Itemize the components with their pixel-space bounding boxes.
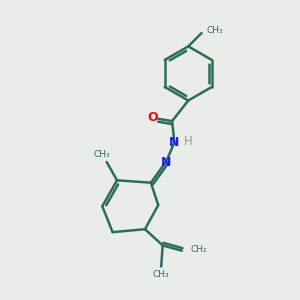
Text: N: N bbox=[160, 156, 171, 169]
Text: CH₃: CH₃ bbox=[207, 26, 224, 35]
Text: CH₃: CH₃ bbox=[94, 150, 111, 159]
Text: CH₃: CH₃ bbox=[153, 270, 169, 279]
Text: CH₂: CH₂ bbox=[190, 245, 207, 254]
Text: H: H bbox=[184, 135, 193, 148]
Text: N: N bbox=[169, 136, 180, 149]
Text: O: O bbox=[147, 111, 158, 124]
